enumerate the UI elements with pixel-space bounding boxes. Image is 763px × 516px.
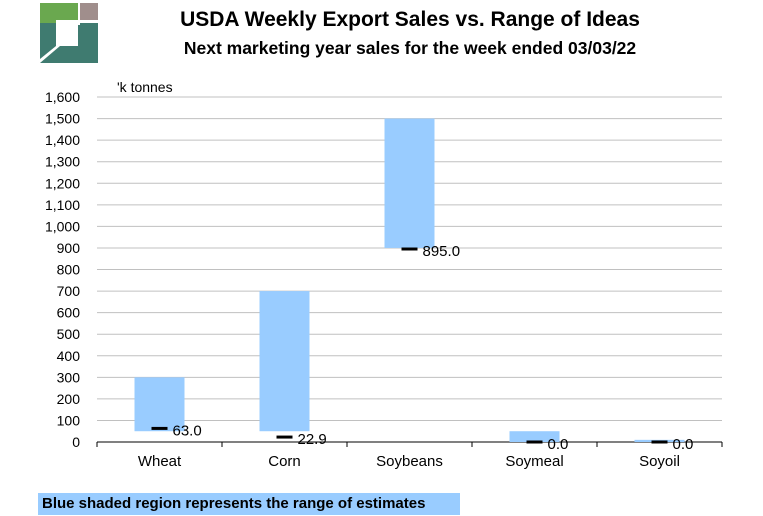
actual-value-label: 22.9	[298, 431, 327, 448]
y-tick-label: 1,400	[45, 132, 80, 148]
range-note: Blue shaded region represents the range …	[38, 493, 460, 515]
y-tick-label: 400	[57, 348, 81, 364]
actual-value-label: 63.0	[173, 422, 202, 439]
y-tick-label: 300	[57, 369, 81, 385]
y-tick-label: 700	[57, 283, 81, 299]
x-tick-label: Soyoil	[639, 453, 680, 470]
chart-title: USDA Weekly Export Sales vs. Range of Id…	[180, 8, 640, 31]
x-tick-label: Corn	[268, 453, 301, 470]
x-tick-label: Soybeans	[376, 453, 443, 470]
y-tick-label: 1,300	[45, 154, 80, 170]
chart: 0 100 200 300 400 500 600 700 800 900 1,000 1,100 1,…	[45, 79, 723, 470]
x-tick-label: Soymeal	[505, 453, 563, 470]
range-bar	[134, 377, 185, 432]
logo	[40, 3, 100, 63]
actual-value-label: 0.0	[673, 436, 694, 453]
y-tick-label: 1,600	[45, 89, 80, 105]
range-bar	[384, 118, 435, 248]
y-tick-label: 0	[72, 434, 80, 450]
y-tick-label: 800	[57, 262, 81, 278]
y-tick-label: 1,000	[45, 218, 80, 234]
y-tick-label: 900	[57, 240, 81, 256]
y-tick-label: 1,500	[45, 111, 80, 127]
y-tick-label: 1,200	[45, 175, 80, 191]
y-tick-label: 500	[57, 326, 81, 342]
y-tick-label: 100	[57, 412, 81, 428]
y-tick-label: 600	[57, 305, 81, 321]
actual-value-label: 0.0	[548, 436, 569, 453]
range-bar	[509, 431, 560, 442]
y-axis-label: 'k tonnes	[117, 79, 173, 95]
actual-value-label: 895.0	[423, 243, 461, 260]
x-tick-label: Wheat	[138, 453, 182, 470]
range-bar	[259, 291, 310, 432]
chart-subtitle: Next marketing year sales for the week e…	[183, 38, 637, 58]
y-tick-label: 1,100	[45, 197, 80, 213]
y-tick-label: 200	[57, 391, 81, 407]
